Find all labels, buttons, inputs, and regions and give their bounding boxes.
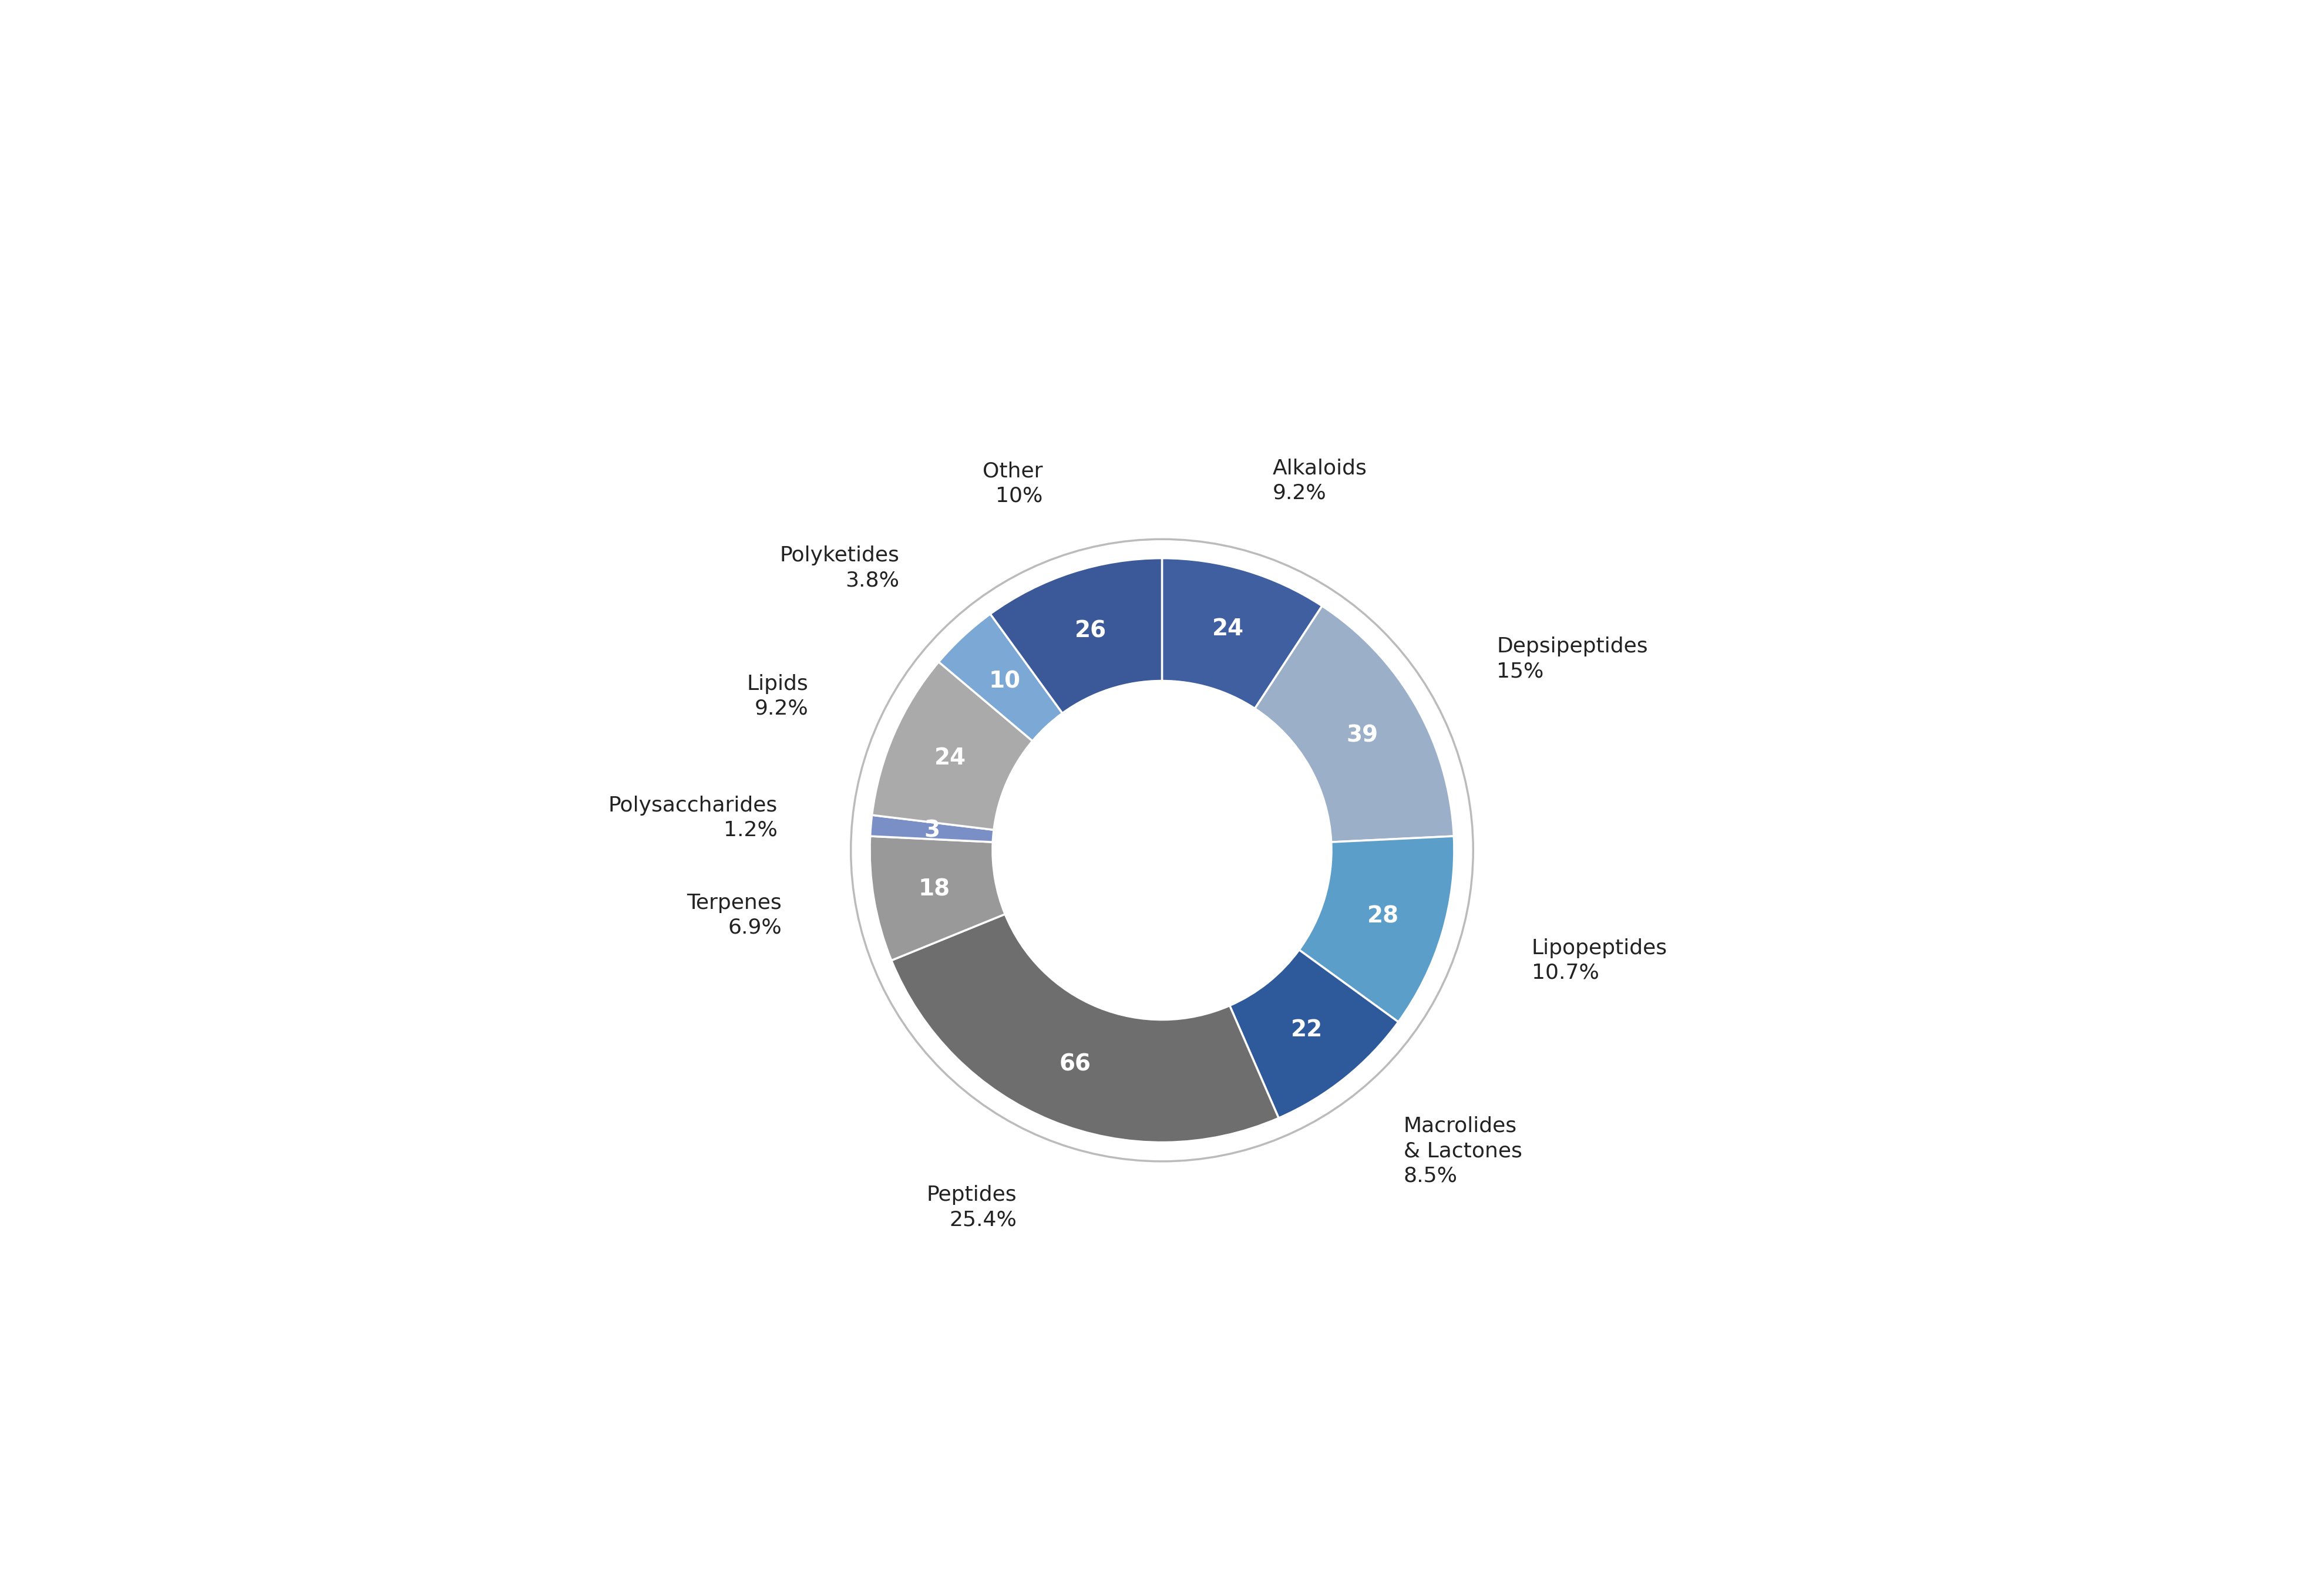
Text: Peptides
25.4%: Peptides 25.4% xyxy=(927,1185,1016,1230)
Text: 24: 24 xyxy=(934,747,967,769)
Text: Depsipeptides
15%: Depsipeptides 15% xyxy=(1497,637,1648,682)
Text: Macrolides
& Lactones
8.5%: Macrolides & Lactones 8.5% xyxy=(1404,1117,1522,1185)
Text: 24: 24 xyxy=(1213,618,1243,640)
Text: 10: 10 xyxy=(990,671,1020,693)
Wedge shape xyxy=(869,816,995,843)
Wedge shape xyxy=(872,663,1032,830)
Text: Terpenes
6.9%: Terpenes 6.9% xyxy=(688,892,781,938)
Text: 66: 66 xyxy=(1060,1053,1090,1075)
Wedge shape xyxy=(1299,836,1455,1023)
Text: 28: 28 xyxy=(1367,905,1399,927)
Text: 22: 22 xyxy=(1290,1020,1322,1042)
Text: 18: 18 xyxy=(918,878,951,900)
Wedge shape xyxy=(939,613,1062,741)
Text: Lipids
9.2%: Lipids 9.2% xyxy=(746,674,809,718)
Text: Other
10%: Other 10% xyxy=(983,462,1043,507)
Text: 26: 26 xyxy=(1074,620,1106,642)
Wedge shape xyxy=(990,558,1162,714)
Wedge shape xyxy=(1255,605,1455,843)
Wedge shape xyxy=(869,836,1004,961)
Text: 39: 39 xyxy=(1346,725,1378,747)
Text: 3: 3 xyxy=(925,820,939,843)
Text: Alkaloids
9.2%: Alkaloids 9.2% xyxy=(1271,459,1367,503)
Wedge shape xyxy=(1162,558,1322,709)
Wedge shape xyxy=(892,914,1278,1142)
Text: Polyketides
3.8%: Polyketides 3.8% xyxy=(779,545,899,591)
Wedge shape xyxy=(1229,949,1399,1118)
Text: Lipopeptides
10.7%: Lipopeptides 10.7% xyxy=(1532,938,1666,983)
Text: Polysaccharides
1.2%: Polysaccharides 1.2% xyxy=(609,795,779,840)
